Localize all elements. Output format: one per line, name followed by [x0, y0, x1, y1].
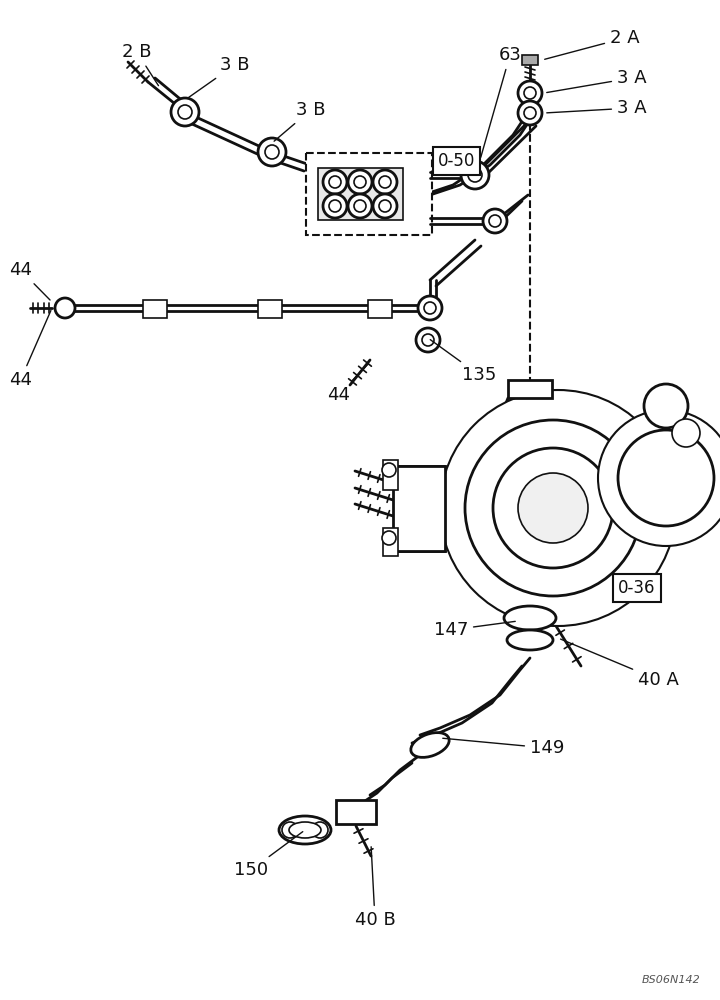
Text: 0-36: 0-36 [618, 579, 655, 597]
Text: 3 A: 3 A [546, 69, 647, 93]
Text: 44: 44 [9, 261, 50, 300]
Circle shape [348, 170, 372, 194]
Circle shape [265, 145, 279, 159]
Bar [508, 380, 552, 398]
Bar [393, 466, 445, 551]
Circle shape [323, 194, 347, 218]
Text: 44: 44 [9, 311, 51, 389]
Bar [522, 55, 538, 65]
Circle shape [416, 328, 440, 352]
Circle shape [468, 168, 482, 182]
Text: 135: 135 [431, 340, 496, 384]
Circle shape [323, 170, 347, 194]
Circle shape [518, 101, 542, 125]
Circle shape [518, 473, 588, 543]
Bar [143, 300, 167, 318]
Circle shape [537, 611, 551, 625]
Circle shape [258, 138, 286, 166]
Circle shape [382, 531, 396, 545]
Circle shape [339, 805, 353, 819]
Circle shape [524, 87, 536, 99]
Ellipse shape [411, 733, 449, 757]
Circle shape [672, 419, 700, 447]
Text: 2 A: 2 A [545, 29, 639, 59]
Circle shape [312, 822, 328, 838]
Circle shape [644, 384, 688, 428]
Circle shape [418, 296, 442, 320]
Text: 63: 63 [481, 46, 521, 157]
Circle shape [282, 822, 298, 838]
Circle shape [536, 634, 548, 646]
Text: 149: 149 [443, 738, 564, 757]
Circle shape [493, 448, 613, 568]
Text: 150: 150 [234, 832, 303, 879]
Bar [336, 800, 376, 824]
Circle shape [518, 81, 542, 105]
Text: 0-50: 0-50 [438, 152, 475, 170]
Text: BS06N142: BS06N142 [642, 975, 700, 985]
Text: 147: 147 [433, 621, 516, 639]
Circle shape [513, 384, 523, 394]
Circle shape [348, 194, 372, 218]
Circle shape [524, 107, 536, 119]
Circle shape [379, 200, 391, 212]
Circle shape [461, 161, 489, 189]
Ellipse shape [507, 630, 553, 650]
Circle shape [537, 384, 547, 394]
Text: 2 B: 2 B [122, 43, 158, 86]
Text: 3 B: 3 B [274, 101, 325, 141]
Circle shape [354, 200, 366, 212]
Bar [383, 528, 398, 556]
Bar [318, 168, 403, 220]
Circle shape [329, 200, 341, 212]
Ellipse shape [289, 822, 321, 838]
Text: 40 A: 40 A [561, 639, 679, 689]
Circle shape [618, 430, 714, 526]
Circle shape [359, 805, 373, 819]
Text: 40 B: 40 B [355, 847, 395, 929]
Circle shape [598, 410, 720, 546]
Bar [368, 300, 392, 318]
Bar [258, 300, 282, 318]
Circle shape [171, 98, 199, 126]
Ellipse shape [504, 606, 556, 630]
Circle shape [354, 176, 366, 188]
Circle shape [440, 390, 676, 626]
Circle shape [373, 170, 397, 194]
Circle shape [465, 420, 641, 596]
Circle shape [422, 334, 434, 346]
Circle shape [483, 209, 507, 233]
Circle shape [512, 634, 524, 646]
Circle shape [55, 298, 75, 318]
FancyBboxPatch shape [306, 153, 432, 235]
Circle shape [509, 611, 523, 625]
Text: 44: 44 [327, 364, 368, 404]
Text: 3 B: 3 B [187, 56, 250, 98]
Circle shape [424, 302, 436, 314]
Circle shape [379, 176, 391, 188]
Text: 3 A: 3 A [546, 99, 647, 117]
Ellipse shape [279, 816, 331, 844]
Circle shape [489, 215, 501, 227]
Circle shape [382, 463, 396, 477]
Circle shape [178, 105, 192, 119]
Circle shape [373, 194, 397, 218]
Circle shape [329, 176, 341, 188]
Bar [383, 460, 398, 490]
